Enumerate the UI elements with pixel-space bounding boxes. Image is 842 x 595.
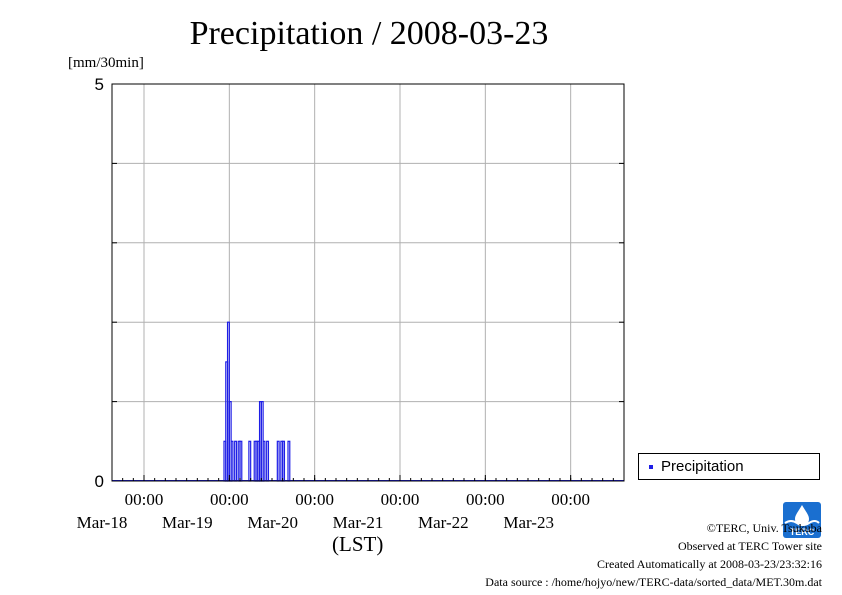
x-tick-label-date: Mar-19	[162, 513, 213, 532]
x-tick-label-date: Mar-23	[503, 513, 554, 532]
x-tick-label-time: 00:00	[466, 490, 505, 509]
y-axis-tick-labels: 05	[95, 75, 104, 491]
x-tick-label-time: 00:00	[551, 490, 590, 509]
footer-credits: ©TERC, Univ. Tsukuba Observed at TERC To…	[485, 519, 822, 591]
x-tick-label-time: 00:00	[210, 490, 249, 509]
x-tick-label-date: Mar-21	[333, 513, 384, 532]
terc-logo-icon: TERC	[783, 502, 821, 538]
created-timestamp-text: Created Automatically at 2008-03-23/23:3…	[597, 557, 822, 571]
observed-site-text: Observed at TERC Tower site	[677, 539, 822, 553]
legend: Precipitation	[638, 453, 820, 480]
x-tick-label-time: 00:00	[381, 490, 420, 509]
plot-background	[112, 84, 624, 481]
y-tick-label: 0	[95, 472, 104, 491]
copyright-text: ©TERC, Univ. Tsukuba	[706, 521, 822, 535]
x-axis-tick-labels: 00:00 Mar-18 00:00 Mar-19 00:00 Mar-20 00:00 Ma…	[77, 490, 590, 532]
y-axis-unit-label: [mm/30min]	[68, 55, 144, 71]
x-tick-label-date: Mar-20	[247, 513, 298, 532]
chart-title: Precipitation / 2008-03-23	[189, 15, 549, 52]
legend-swatch-precipitation	[649, 464, 653, 469]
legend-label-precipitation: Precipitation	[661, 458, 744, 475]
x-tick-label-time: 00:00	[125, 490, 164, 509]
logo-text: TERC	[790, 527, 815, 537]
x-axis-label: (LST)	[332, 532, 384, 556]
y-tick-label: 5	[95, 75, 104, 94]
x-tick-label-date: Mar-22	[418, 513, 469, 532]
x-tick-label-time: 00:00	[295, 490, 334, 509]
axis-ticks	[111, 83, 625, 482]
grid-lines	[112, 84, 624, 481]
data-source-text: Data source : /home/hojyo/new/TERC-data/…	[485, 575, 822, 589]
x-tick-label-date: Mar-18	[77, 513, 128, 532]
